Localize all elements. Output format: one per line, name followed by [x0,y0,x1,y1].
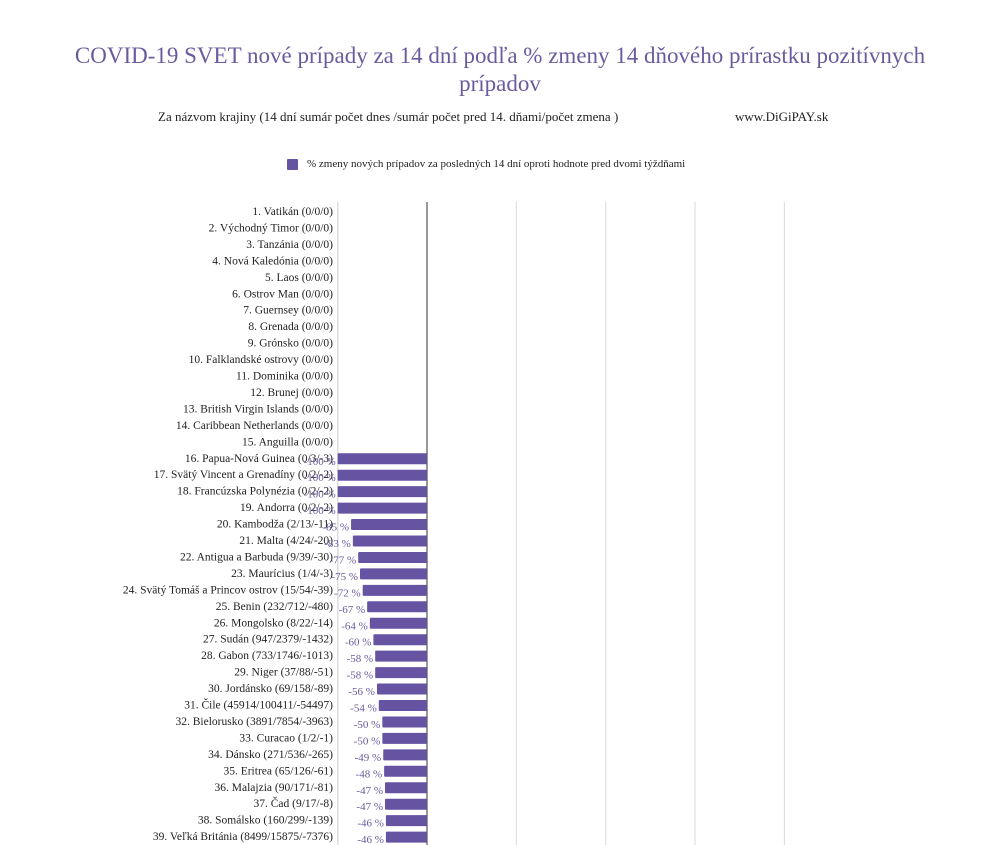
category-label: 28. Gabon (733/1746/-1013) [201,650,333,662]
category-label: 26. Mongolsko (8/22/-14) [214,617,333,629]
category-label: 21. Malta (4/24/-20) [239,535,333,547]
category-label: 14. Caribbean Netherlands (0/0/0) [176,420,333,432]
category-label: 19. Andorra (0/2/-2) [240,502,333,514]
category-label: 3. Tanzánia (0/0/0) [246,239,333,251]
bar [359,568,427,580]
bar [337,453,427,465]
chart-title: COVID-19 SVET nové prípady za 14 dní pod… [74,43,926,96]
bar [351,519,427,531]
data-label: -100 % [304,489,336,501]
category-label: 24. Svätý Tomáš a Princov ostrov (15/54/… [123,584,333,596]
bar [378,700,427,711]
source-link: www.DiGiPAY.sk [735,109,829,124]
category-label: 32. Bielorusko (3891/7854/-3963) [176,716,334,728]
data-label: -100 % [304,505,336,517]
category-label: 38. Somálsko (160/299/-139) [198,815,333,827]
data-label: -50 % [354,719,381,731]
category-label: 16. Papua-Nová Guinea (0/3/-3) [185,453,333,465]
data-label: -67 % [339,604,366,616]
bar [385,798,427,810]
data-label: -54 % [350,703,377,715]
category-label: 5. Laos (0/0/0) [265,272,333,284]
bar [367,601,427,613]
data-label: -48 % [356,768,383,780]
category-label: 15. Anguilla (0/0/0) [242,436,333,448]
data-label: -60 % [345,637,372,649]
category-label: 1. Vatikán (0/0/0) [252,206,333,218]
category-label: 8. Grenada (0/0/0) [248,321,333,333]
bar [369,617,427,629]
category-label: 6. Ostrov Man (0/0/0) [232,288,333,300]
data-label: -56 % [348,686,375,698]
category-label: 30. Jordánsko (69/158/-89) [208,683,333,695]
bar [362,584,427,596]
bar [385,831,427,843]
data-label: -64 % [341,620,368,632]
bar [385,782,427,794]
category-label: 7. Guernsey (0/0/0) [243,305,333,317]
category-label: 33. Curacao (1/2/-1) [239,732,333,744]
data-label: -58 % [347,670,374,682]
data-label: -46 % [357,818,384,830]
data-label: -46 % [357,834,384,845]
data-label: -77 % [330,554,357,566]
data-label: -49 % [355,752,382,764]
category-label: 31. Čile (45914/100411/-54497) [184,698,333,712]
category-label: 25. Benin (232/712/-480) [216,601,333,613]
data-label: -47 % [356,785,383,797]
category-label: 22. Antigua a Barbuda (9/39/-30) [180,551,333,563]
legend: % zmeny nových prípadov za posledných 14… [287,158,685,170]
category-label: 17. Svätý Vincent a Grenadíny (0/2/-2) [154,469,333,481]
category-label: 34. Dánsko (271/536/-265) [208,749,333,761]
bar [373,634,427,646]
bar [382,716,427,728]
data-label: -100 % [304,456,336,468]
category-label: 36. Malajzia (90/171/-81) [215,782,334,794]
bar [337,486,427,498]
category-label: 35. Eritrea (65/126/-61) [223,765,333,777]
bar [376,683,427,695]
category-label: 29. Niger (37/88/-51) [234,667,333,679]
data-label: -50 % [354,735,381,747]
bar [337,469,427,481]
category-label: 39. Veľká Británia (8499/15875/-7376) [153,831,333,843]
bar [382,732,427,744]
bar [385,815,427,827]
data-label: -47 % [356,801,383,813]
bar [358,551,427,563]
bar [384,765,427,777]
data-label: -58 % [347,653,374,665]
data-label: -83 % [324,538,351,550]
category-label: 9. Grónsko (0/0/0) [248,338,333,350]
data-label: -100 % [304,472,336,484]
category-label: 27. Sudán (947/2379/-1432) [203,634,333,646]
bar [352,535,427,547]
legend-swatch [287,158,298,170]
category-label: 20. Kambodža (2/13/-11) [217,519,333,531]
legend-label: % zmeny nových prípadov za posledných 14… [307,158,686,170]
bar [383,749,427,761]
data-label: -85 % [322,522,349,534]
bar [375,667,427,679]
category-label: 37. Čad (9/17/-8) [253,796,333,810]
category-label: 11. Dominika (0/0/0) [236,371,333,383]
bar [375,650,427,662]
category-label: 23. Maurícius (1/4/-3) [231,568,333,580]
bar [337,502,427,514]
chart-subtitle: Za názvom krajiny (14 dní sumár počet dn… [158,109,619,124]
category-label: 10. Falklandské ostrovy (0/0/0) [189,354,334,366]
category-label: 2. Východný Timor (0/0/0) [209,222,334,234]
category-label: 13. British Virgin Islands (0/0/0) [183,403,333,415]
data-label: -75 % [331,571,358,583]
category-label: 18. Francúzska Polynézia (0/2/-2) [177,486,333,498]
data-label: -72 % [334,587,361,599]
category-label: 12. Brunej (0/0/0) [250,387,333,399]
category-label: 4. Nová Kaledónia (0/0/0) [212,255,333,267]
